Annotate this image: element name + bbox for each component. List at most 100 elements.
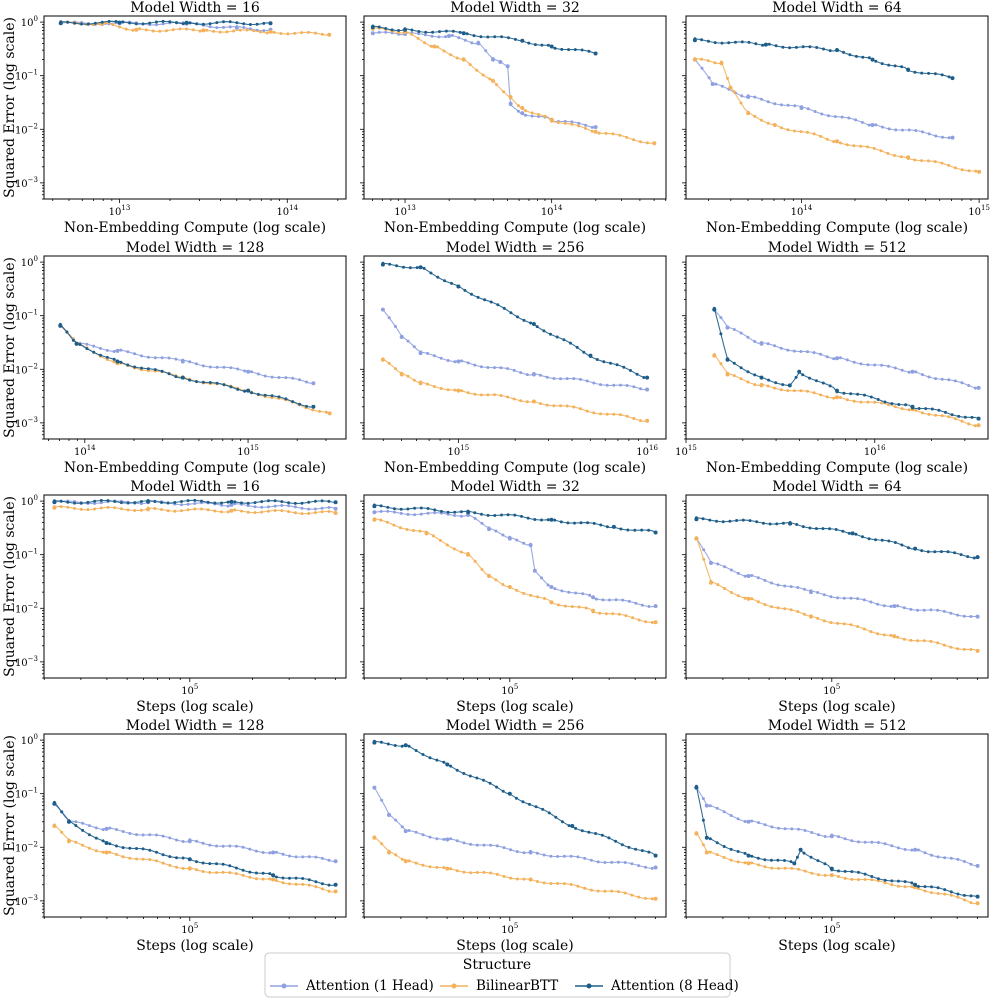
data-point [66,505,70,509]
data-point [625,414,629,418]
x-axis-label: Non-Embedding Compute (log scale) [64,220,326,236]
data-point [108,826,112,830]
data-point [487,527,491,532]
series-line [53,803,336,862]
data-point [702,557,706,561]
data-point [556,855,560,858]
data-point [963,415,967,419]
data-point [333,889,338,894]
data-point [394,325,397,328]
data-point [242,26,246,29]
data-point [469,871,473,875]
data-point [526,516,530,520]
data-point [896,879,900,883]
data-point [421,863,425,867]
data-point [85,342,89,346]
data-point [712,353,717,358]
x-tick-label: 1015 [448,444,470,458]
data-point [947,136,951,140]
data-point [814,379,818,383]
data-point [623,861,627,864]
data-point [234,866,238,870]
data-point [459,550,463,554]
panel-title: Model Width = 32 [450,0,580,16]
data-point [437,35,441,39]
data-point [728,85,733,90]
data-point [300,512,304,516]
data-point [74,840,78,844]
data-point [953,166,957,170]
data-point [757,863,760,867]
data-point [743,851,747,855]
data-point [612,383,616,387]
data-point [493,366,496,370]
data-point [767,42,771,46]
data-point [781,521,785,525]
data-point [92,350,96,354]
data-point [148,833,152,837]
y-tick-label: 10−3 [15,655,38,669]
data-point [148,858,152,862]
data-point [542,329,546,333]
data-point [907,370,911,374]
data-point [400,825,404,829]
data-point [117,20,122,25]
data-point [876,877,880,881]
x-axis-label: Steps (log scale) [778,938,895,954]
data-point [433,508,437,512]
data-point [121,20,125,24]
data-point [460,389,464,393]
data-point [967,422,971,426]
data-point [67,819,71,824]
data-point [889,604,893,608]
y-tick-label: 100 [21,733,38,747]
data-point [795,855,799,859]
data-point [866,363,870,367]
data-point [809,855,813,859]
data-point [514,796,518,800]
data-point [869,600,873,604]
data-point [729,858,733,862]
data-point [105,358,109,361]
data-point [933,550,937,554]
data-point [243,369,247,373]
data-point [327,411,332,416]
data-point [620,843,624,847]
data-point [201,380,205,384]
data-point [243,389,247,393]
data-point [802,612,806,616]
data-point [647,850,651,854]
data-point [153,507,157,510]
data-point [584,126,587,130]
data-point [859,400,863,404]
data-point [536,595,540,599]
data-point [305,380,308,384]
data-point [572,405,576,409]
data-point [181,866,185,870]
x-tick-label: 105 [501,922,518,936]
data-point [313,31,317,35]
data-point [562,338,566,342]
data-point [914,408,918,412]
data-point [402,265,405,269]
y-tick-label: 100 [21,494,38,508]
data-point [591,595,596,600]
data-point [975,863,980,868]
data-point [462,870,466,874]
data-point [417,30,421,33]
data-point [449,837,453,841]
data-point [228,25,232,29]
data-point [384,27,388,30]
data-point [281,852,285,856]
data-point [739,101,743,105]
data-point [465,32,469,36]
data-point [480,512,483,516]
data-point [584,606,588,610]
data-point [700,66,704,70]
data-point [531,399,536,404]
data-point [827,114,830,118]
data-point [403,829,408,834]
data-point [280,509,284,513]
data-point [753,95,757,99]
